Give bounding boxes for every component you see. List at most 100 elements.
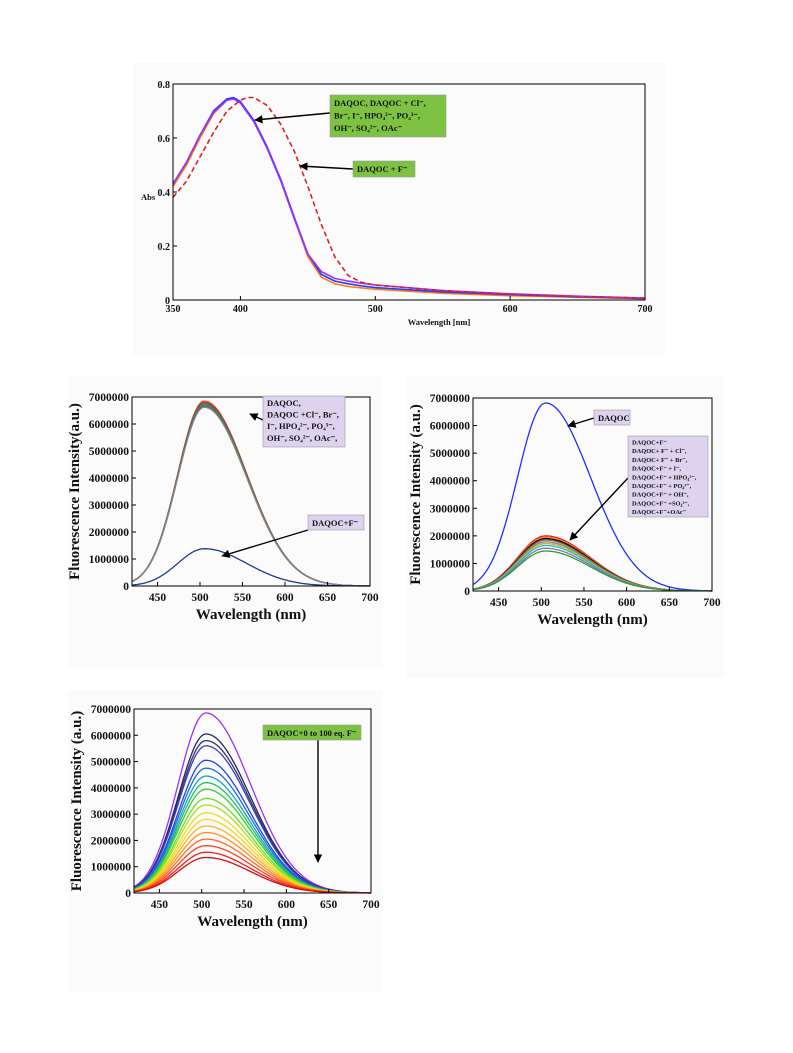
y-tick-label: 2000000 <box>89 527 130 539</box>
plot-frame <box>131 396 371 587</box>
x-tick-label: 450 <box>151 899 169 911</box>
annotation-line: DAQOC+F⁻ <box>632 440 667 447</box>
chart-panel-fluorescence-titration <box>68 690 383 992</box>
plot-frame <box>472 397 713 592</box>
x-tick-label: 550 <box>575 597 593 609</box>
annotation-arrow <box>254 112 331 124</box>
x-axis-label: Wavelength (nm) <box>537 612 647 628</box>
annotation-line: DAQOC+F⁻ + OH⁻, <box>632 492 689 499</box>
x-tick-label: 500 <box>368 304 383 315</box>
annotation-box-bg <box>262 724 362 741</box>
annotation-line: DAQOC+0 to 100 eq. F⁻ <box>267 728 357 738</box>
y-tick-label: 6000000 <box>89 419 130 431</box>
annotation-line: DAQOC+F⁻+OAc⁻ <box>632 509 686 516</box>
annotation-arrow <box>569 477 629 541</box>
x-tick-label: 700 <box>703 597 721 609</box>
annotation-line: DAQOC +Cl⁻, Br⁻, <box>267 410 339 420</box>
series-line-5 <box>131 406 370 587</box>
annotation-box-bg <box>593 409 631 426</box>
series-line-9 <box>472 550 712 592</box>
x-axis-label: Wavelength [nm] <box>408 317 471 327</box>
annotation-line: DAQOC+F⁻ + PO₄³⁻, <box>632 483 692 490</box>
y-tick-label: 0 <box>125 888 131 900</box>
annotation-box-1: DAQOC+F⁻ <box>307 514 365 531</box>
x-tick-label: 500 <box>533 597 551 609</box>
series-line-3 <box>172 96 646 299</box>
annotation-line: I⁻, HPO₄²⁻, PO₄³⁻, <box>267 421 335 431</box>
annotation-box-bg <box>307 514 365 531</box>
y-tick-label: 0.8 <box>158 80 171 91</box>
y-axis-label: Abs <box>141 192 156 202</box>
x-tick-label: 650 <box>319 592 337 604</box>
x-tick-label: 700 <box>638 304 653 315</box>
annotation-box-0: DAQOC+0 to 100 eq. F⁻ <box>262 724 362 741</box>
annotation-line: DAQOC+F⁻ +SO₄²⁻, <box>632 500 690 507</box>
y-axis-label: Fluorescence Intensity (a.u.) <box>69 711 85 892</box>
x-tick-label: 400 <box>233 304 248 315</box>
y-tick-label: 3000000 <box>91 809 132 821</box>
annotation-box-1: DAQOC + F⁻ <box>352 160 416 178</box>
series-line-0 <box>472 402 712 592</box>
y-tick-label: 5000000 <box>430 448 471 460</box>
annotation-line: OH⁻, SO₄²⁻, OAc⁻, <box>267 433 337 443</box>
x-axis-label: Wavelength (nm) <box>196 607 306 623</box>
x-tick-label: 350 <box>166 304 181 315</box>
annotation-line: DAQOC, DAQOC + Cl⁻, <box>334 98 426 108</box>
x-tick-label: 650 <box>661 597 679 609</box>
x-axis-label: Wavelength (nm) <box>197 914 307 930</box>
y-tick-label: 4000000 <box>430 476 471 488</box>
y-axis-label: Fluorescence Intensity (a.u.) <box>408 404 424 585</box>
annotation-box-0: DAQOC, DAQOC +Cl⁻, Br⁻,I⁻, HPO₄²⁻, PO₄³⁻,… <box>262 395 346 448</box>
y-tick-label: 7000000 <box>89 392 130 404</box>
y-tick-label: 6000000 <box>91 730 132 742</box>
annotation-line: DAQOC, <box>267 398 301 408</box>
annotation-box-bg <box>262 395 346 448</box>
annotation-box-bg <box>329 94 447 138</box>
y-tick-label: 2000000 <box>430 531 471 543</box>
x-tick-label: 500 <box>191 592 209 604</box>
annotation-arrow <box>567 417 595 428</box>
annotation-line: Br⁻, I⁻, HPO₄²⁻, PO₄³⁻, <box>334 111 420 121</box>
y-tick-label: 1000000 <box>89 554 130 566</box>
chart-panel-fluorescence-competition <box>406 376 724 678</box>
annotation-line: DAQOC <box>598 413 630 423</box>
annotation-line: OH⁻, SO₄²⁻, OAc⁻ <box>334 123 403 133</box>
annotation-line: DAQOC+ F⁻ + Cl⁻, <box>632 448 687 455</box>
y-tick-label: 0 <box>464 586 470 598</box>
annotation-box-1: DAQOC+F⁻DAQOC+ F⁻ + Cl⁻, DAQOC+ F⁻ + Br⁻,… <box>627 435 709 518</box>
y-tick-label: 4000000 <box>91 783 132 795</box>
annotation-line: DAQOC+F⁻ + I⁻, <box>632 466 681 473</box>
annotation-box-0: DAQOC, DAQOC + Cl⁻, Br⁻, I⁻, HPO₄²⁻, PO₄³… <box>329 94 447 138</box>
y-tick-label: 3000000 <box>430 503 471 515</box>
annotation-box-bg <box>627 435 709 518</box>
annotation-line: DAQOC+F⁻ <box>312 518 359 528</box>
x-tick-label: 600 <box>503 304 518 315</box>
y-axis-label: Fluorescence Intensity(a.u.) <box>67 403 83 580</box>
y-tick-label: 2000000 <box>91 835 132 847</box>
y-tick-label: 0.6 <box>158 134 171 145</box>
x-tick-label: 550 <box>235 899 253 911</box>
annotation-arrow <box>249 413 264 421</box>
annotation-line: DAQOC + F⁻ <box>357 164 408 174</box>
x-tick-label: 700 <box>361 592 379 604</box>
y-tick-label: 3000000 <box>89 500 130 512</box>
y-tick-label: 0.4 <box>158 188 171 199</box>
y-tick-label: 0 <box>165 296 170 307</box>
x-tick-label: 450 <box>149 592 167 604</box>
annotation-arrow <box>299 162 354 171</box>
y-tick-label: 0.2 <box>158 242 171 253</box>
annotation-arrow <box>221 529 309 558</box>
x-tick-label: 500 <box>193 899 211 911</box>
y-tick-label: 5000000 <box>91 757 132 769</box>
annotation-line: DAQOC+ F⁻ + Br⁻, <box>632 457 688 464</box>
y-tick-label: 7000000 <box>91 704 132 716</box>
y-tick-label: 1000000 <box>430 558 471 570</box>
y-tick-label: 4000000 <box>89 473 130 485</box>
x-tick-label: 450 <box>490 597 508 609</box>
x-tick-label: 600 <box>276 592 294 604</box>
x-tick-label: 650 <box>320 899 338 911</box>
